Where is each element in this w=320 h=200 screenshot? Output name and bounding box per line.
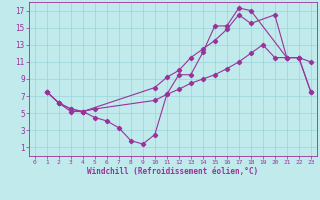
X-axis label: Windchill (Refroidissement éolien,°C): Windchill (Refroidissement éolien,°C) [87,167,258,176]
